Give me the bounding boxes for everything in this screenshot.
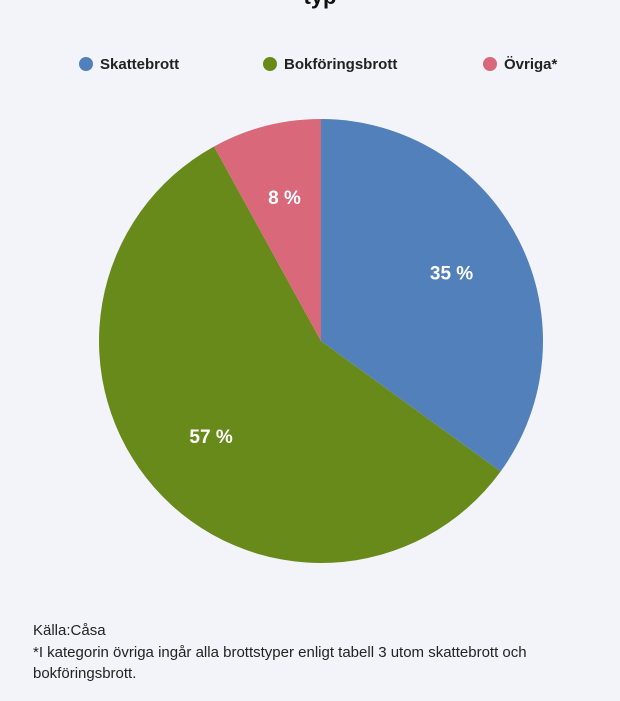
legend-label: Övriga*: [504, 56, 558, 73]
legend-swatch: [79, 57, 93, 71]
pie-slice: [214, 119, 321, 341]
chart: typ Skattebrott Bokföringsbrott Övriga* 35 …: [79, 0, 558, 564]
data-label: 8 %: [268, 188, 301, 209]
pie-slice: [98, 146, 501, 564]
source: Källa:Cåsa: [33, 622, 106, 639]
data-label: 57 %: [189, 427, 232, 448]
legend-swatch: [483, 57, 497, 71]
legend-swatch: [263, 57, 277, 71]
legend-label: Bokföringsbrott: [284, 56, 397, 73]
note: *I kategorin övriga ingår alla brottstyp…: [33, 644, 527, 682]
legend-label: Skattebrott: [100, 56, 179, 73]
pie-slice: [321, 119, 543, 472]
chart-title: typ: [304, 0, 337, 9]
data-label: 35 %: [430, 263, 473, 284]
